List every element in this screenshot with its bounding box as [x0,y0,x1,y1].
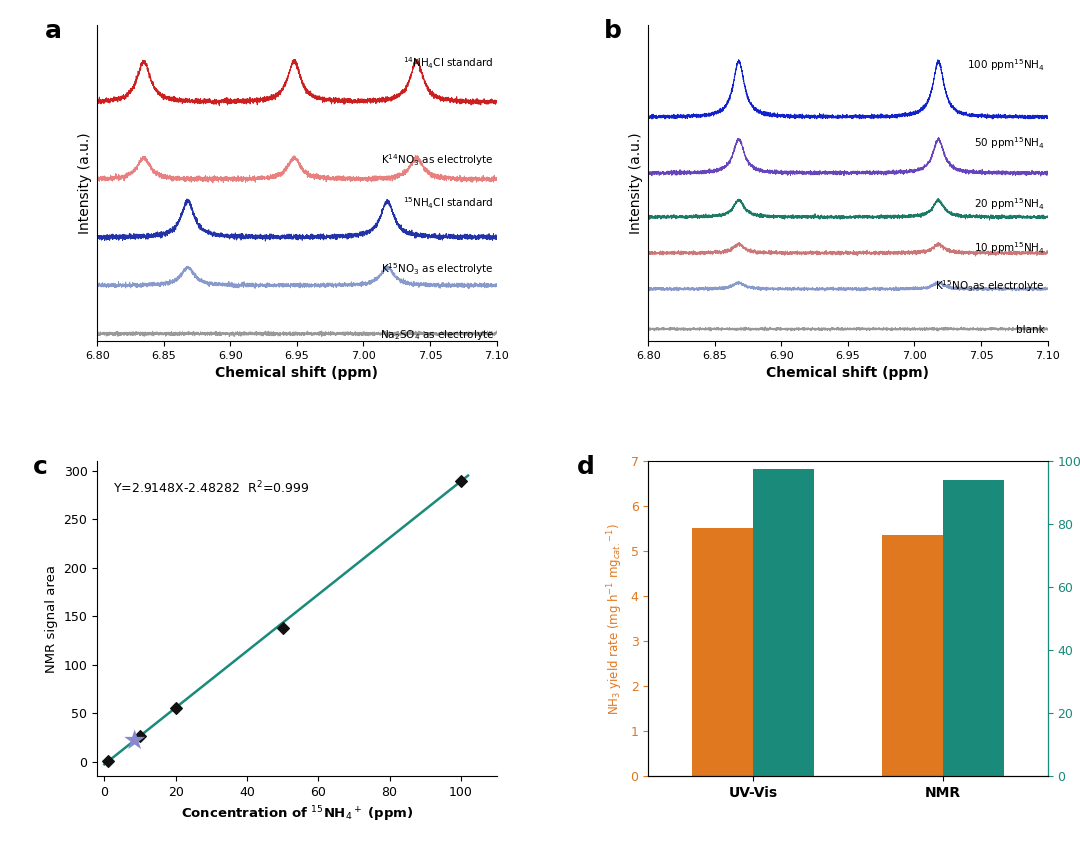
Text: K$^{15}$NO$_3$as electrolyte: K$^{15}$NO$_3$as electrolyte [935,279,1045,295]
Text: b: b [605,19,622,43]
Text: 10 ppm$^{15}$NH$_4$: 10 ppm$^{15}$NH$_4$ [974,241,1045,256]
Bar [943,479,1004,776]
Point [274,621,292,635]
Y-axis label: Intensity (a.u.): Intensity (a.u.) [629,133,643,234]
Bar [753,468,813,776]
Point [167,701,185,715]
Text: a: a [45,19,63,43]
Text: K$^{14}$NO$_3$ as electrolyte: K$^{14}$NO$_3$ as electrolyte [381,152,494,168]
Text: blank: blank [1016,325,1045,335]
Point [126,733,144,747]
Text: Na$_2$SO$_4$ as electrolyte: Na$_2$SO$_4$ as electrolyte [379,328,494,342]
Y-axis label: NMR signal area: NMR signal area [45,565,58,673]
Text: 20 ppm$^{15}$NH$_4$: 20 ppm$^{15}$NH$_4$ [974,197,1045,212]
Text: 50 ppm$^{15}$NH$_4$: 50 ppm$^{15}$NH$_4$ [974,135,1045,151]
Text: c: c [33,455,49,479]
Y-axis label: Intensity (a.u.): Intensity (a.u.) [78,133,92,234]
X-axis label: Chemical shift (ppm): Chemical shift (ppm) [215,366,378,380]
Bar [882,535,943,776]
Text: K$^{15}$NO$_3$ as electrolyte: K$^{15}$NO$_3$ as electrolyte [381,262,494,277]
Point [132,729,149,743]
Text: $^{14}$NH$_4$Cl standard: $^{14}$NH$_4$Cl standard [403,56,494,71]
Text: $^{15}$NH$_4$Cl standard: $^{15}$NH$_4$Cl standard [403,196,494,211]
Text: d: d [577,455,594,479]
Point [99,755,117,768]
Y-axis label: NH$_3$ yield rate (mg h$^{-1}$ mg$_{cat.}$$^{-1}$): NH$_3$ yield rate (mg h$^{-1}$ mg$_{cat.… [606,522,625,715]
X-axis label: Chemical shift (ppm): Chemical shift (ppm) [767,366,930,380]
Text: 100 ppm$^{15}$NH$_4$: 100 ppm$^{15}$NH$_4$ [968,57,1045,73]
Point [453,474,470,488]
X-axis label: Concentration of $^{15}$NH$_4$$^+$ (ppm): Concentration of $^{15}$NH$_4$$^+$ (ppm) [180,805,414,825]
Bar [692,528,753,776]
Text: Y=2.9148X-2.48282  R$^2$=0.999: Y=2.9148X-2.48282 R$^2$=0.999 [113,479,310,496]
